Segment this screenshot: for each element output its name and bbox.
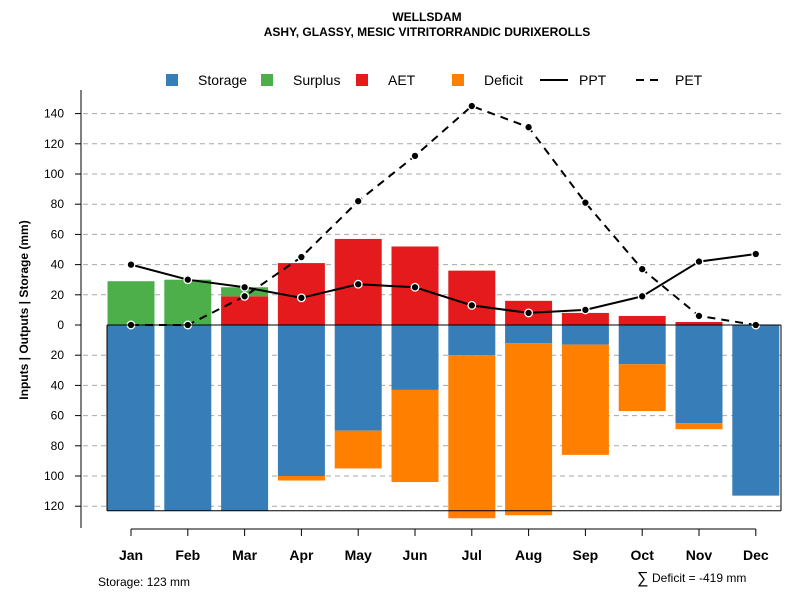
y-tick-label: 140 — [44, 107, 64, 121]
bar-storage-mar — [221, 325, 269, 511]
y-tick-label: 20 — [51, 348, 65, 362]
point-pet-may — [353, 196, 363, 206]
lines — [126, 101, 761, 330]
storage-footer: Storage: 123 mm — [98, 575, 190, 589]
x-tick-label-jan: Jan — [119, 547, 143, 563]
point-pet-apr — [296, 252, 306, 262]
point-pet-jul — [467, 101, 477, 111]
chart-title: WELLSDAM — [392, 10, 461, 24]
bar-storage-nov — [675, 325, 723, 424]
y-tick-label: 20 — [51, 288, 65, 302]
y-tick-label: 80 — [51, 197, 65, 211]
point-ppt-aug — [524, 308, 534, 318]
bar-deficit-jun — [391, 389, 439, 483]
bar-storage-feb — [164, 325, 212, 511]
point-pet-nov — [694, 311, 704, 321]
y-axis-label: Inputs | Outputs | Storage (mm) — [17, 220, 31, 399]
bar-storage-aug — [505, 325, 553, 344]
legend: Storage Surplus AET Deficit PPT PET — [166, 72, 703, 88]
y-tick-label: 100 — [44, 469, 64, 483]
legend-swatch-deficit — [452, 74, 464, 86]
legend-label-deficit: Deficit — [484, 72, 523, 88]
bar-aet-mar — [221, 296, 269, 325]
legend-label-aet: AET — [388, 72, 416, 88]
bar-deficit-jul — [448, 355, 496, 519]
bars — [107, 238, 780, 519]
y-tick-label: 80 — [51, 439, 65, 453]
bar-storage-jan — [107, 325, 155, 511]
x-tick-label-may: May — [345, 547, 372, 563]
y-tick-label: 60 — [51, 409, 65, 423]
bar-surplus-mar — [221, 287, 269, 297]
x-tick-label-mar: Mar — [232, 547, 257, 563]
bar-aet-jul — [448, 270, 496, 325]
y-tick-label: 120 — [44, 499, 64, 513]
x-tick-label-jun: Jun — [403, 547, 428, 563]
bar-aet-sep — [561, 312, 609, 325]
bar-storage-oct — [618, 325, 666, 365]
legend-swatch-surplus — [261, 74, 273, 86]
y-tick-label: 40 — [51, 258, 65, 272]
x-tick-label-aug: Aug — [515, 547, 542, 563]
bar-storage-jul — [448, 325, 496, 356]
bar-storage-apr — [277, 325, 325, 476]
point-pet-oct — [637, 264, 647, 274]
bar-surplus-jan — [107, 281, 155, 325]
deficit-footer: Deficit = -419 mm — [652, 571, 746, 585]
bar-deficit-oct — [618, 364, 666, 412]
y-tick-label: 40 — [51, 378, 65, 392]
line-pet — [131, 104, 756, 326]
point-ppt-apr — [296, 293, 306, 303]
point-ppt-mar — [240, 282, 250, 292]
bar-deficit-aug — [505, 343, 553, 516]
point-ppt-sep — [580, 305, 590, 315]
point-pet-mar — [240, 291, 250, 301]
bar-aet-nov — [675, 321, 723, 325]
bar-storage-dec — [732, 325, 780, 496]
legend-label-ppt: PPT — [579, 72, 607, 88]
point-ppt-feb — [183, 275, 193, 285]
bar-storage-jun — [391, 325, 439, 390]
legend-swatch-aet — [356, 74, 368, 86]
y-tick-label: 0 — [57, 318, 64, 332]
y-tick-label: 120 — [44, 137, 64, 151]
bar-deficit-apr — [277, 476, 325, 481]
x-tick-label-dec: Dec — [743, 547, 769, 563]
y-tick-label: 100 — [44, 167, 64, 181]
bar-surplus-feb — [164, 279, 212, 325]
x-tick-label-feb: Feb — [175, 547, 200, 563]
bar-aet-oct — [618, 315, 666, 325]
line-ppt — [130, 253, 756, 314]
y-tick-label: 60 — [51, 227, 65, 241]
legend-label-surplus: Surplus — [293, 72, 340, 88]
bar-deficit-nov — [675, 423, 723, 430]
bar-storage-may — [334, 325, 382, 431]
point-ppt-may — [353, 279, 363, 289]
point-pet-sep — [580, 198, 590, 208]
point-ppt-oct — [637, 291, 647, 301]
legend-label-storage: Storage — [198, 72, 247, 88]
point-ppt-dec — [751, 249, 761, 259]
sum-symbol: ∑ — [637, 570, 648, 587]
legend-label-pet: PET — [675, 72, 703, 88]
point-pet-jun — [410, 151, 420, 161]
bar-deficit-sep — [561, 344, 609, 455]
x-tick-label-nov: Nov — [686, 547, 713, 563]
chart-subtitle: ASHY, GLASSY, MESIC VITRITORRANDIC DURIX… — [264, 25, 590, 39]
x-tick-label-sep: Sep — [573, 547, 599, 563]
point-ppt-nov — [694, 257, 704, 267]
point-ppt-jul — [467, 300, 477, 310]
point-ppt-jun — [410, 282, 420, 292]
point-ppt-jan — [126, 260, 136, 270]
bar-storage-sep — [561, 325, 609, 345]
x-tick-label-jul: Jul — [462, 547, 482, 563]
x-tick-label-apr: Apr — [289, 547, 314, 563]
x-tick-label-oct: Oct — [631, 547, 655, 563]
axes: 140 120 100 80 60 40 20 0 20 40 60 80 100 120 Jan Feb Ma… — [44, 90, 782, 563]
legend-swatch-storage — [166, 74, 178, 86]
bar-deficit-may — [334, 430, 382, 469]
point-pet-aug — [524, 122, 534, 132]
